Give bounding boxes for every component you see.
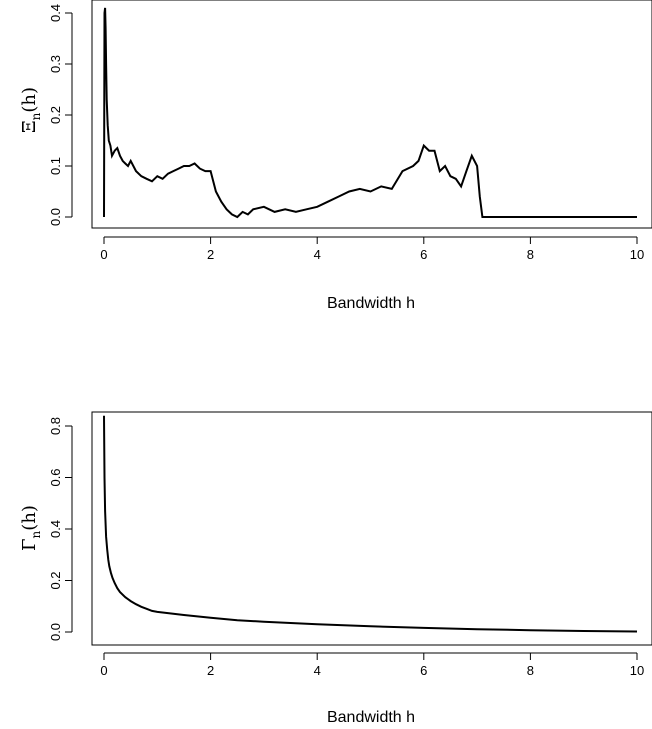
x-axis: 0 2 4 6 8 10 <box>100 236 644 262</box>
x-tick-label: 10 <box>630 247 644 262</box>
y-tick-label: 0.0 <box>48 208 63 226</box>
y-tick-label: 0.4 <box>48 4 63 22</box>
x-tick-label: 0 <box>100 247 107 262</box>
x-tick-label: 6 <box>420 663 427 678</box>
bottom-panel: 0 2 4 6 8 10 0.0 0.2 0.4 0.6 0.8 Bandwidth h Γn(h… <box>19 411 652 726</box>
x-axis-title: Bandwidth h <box>327 295 415 312</box>
series-line <box>103 415 638 633</box>
x-axis-title: Bandwidth h <box>327 709 415 726</box>
y-tick-label: 0.3 <box>48 55 63 73</box>
series-line <box>103 7 637 219</box>
y-tick-label: 0.2 <box>48 106 63 124</box>
x-tick-label: 10 <box>630 663 644 678</box>
y-axis-title: Γn(h) <box>19 505 43 551</box>
y-tick-label: 0.6 <box>48 468 63 486</box>
x-tick-label: 0 <box>100 663 107 678</box>
top-panel: 0 2 4 6 8 10 0.0 0.1 0.2 0.3 0.4 Bandwidth h Ξn(h… <box>19 0 652 312</box>
x-tick-label: 8 <box>527 247 534 262</box>
y-tick-label: 0.8 <box>48 417 63 435</box>
y-tick-label: 0.2 <box>48 571 63 589</box>
y-tick-label: 0.1 <box>48 157 63 175</box>
y-tick-label: 0.4 <box>48 520 63 538</box>
x-tick-label: 2 <box>207 247 214 262</box>
x-tick-label: 6 <box>420 247 427 262</box>
y-axis-title: Ξn(h) <box>19 87 43 133</box>
y-tick-label: 0.0 <box>48 623 63 641</box>
x-tick-label: 2 <box>207 663 214 678</box>
plot-frame <box>91 0 652 229</box>
x-tick-label: 4 <box>314 247 321 262</box>
x-axis: 0 2 4 6 8 10 <box>100 652 644 678</box>
x-tick-label: 8 <box>527 663 534 678</box>
y-axis: 0.0 0.1 0.2 0.3 0.4 <box>48 4 73 226</box>
x-tick-label: 4 <box>314 663 321 678</box>
plot-frame <box>91 411 652 646</box>
y-axis: 0.0 0.2 0.4 0.6 0.8 <box>48 417 73 641</box>
